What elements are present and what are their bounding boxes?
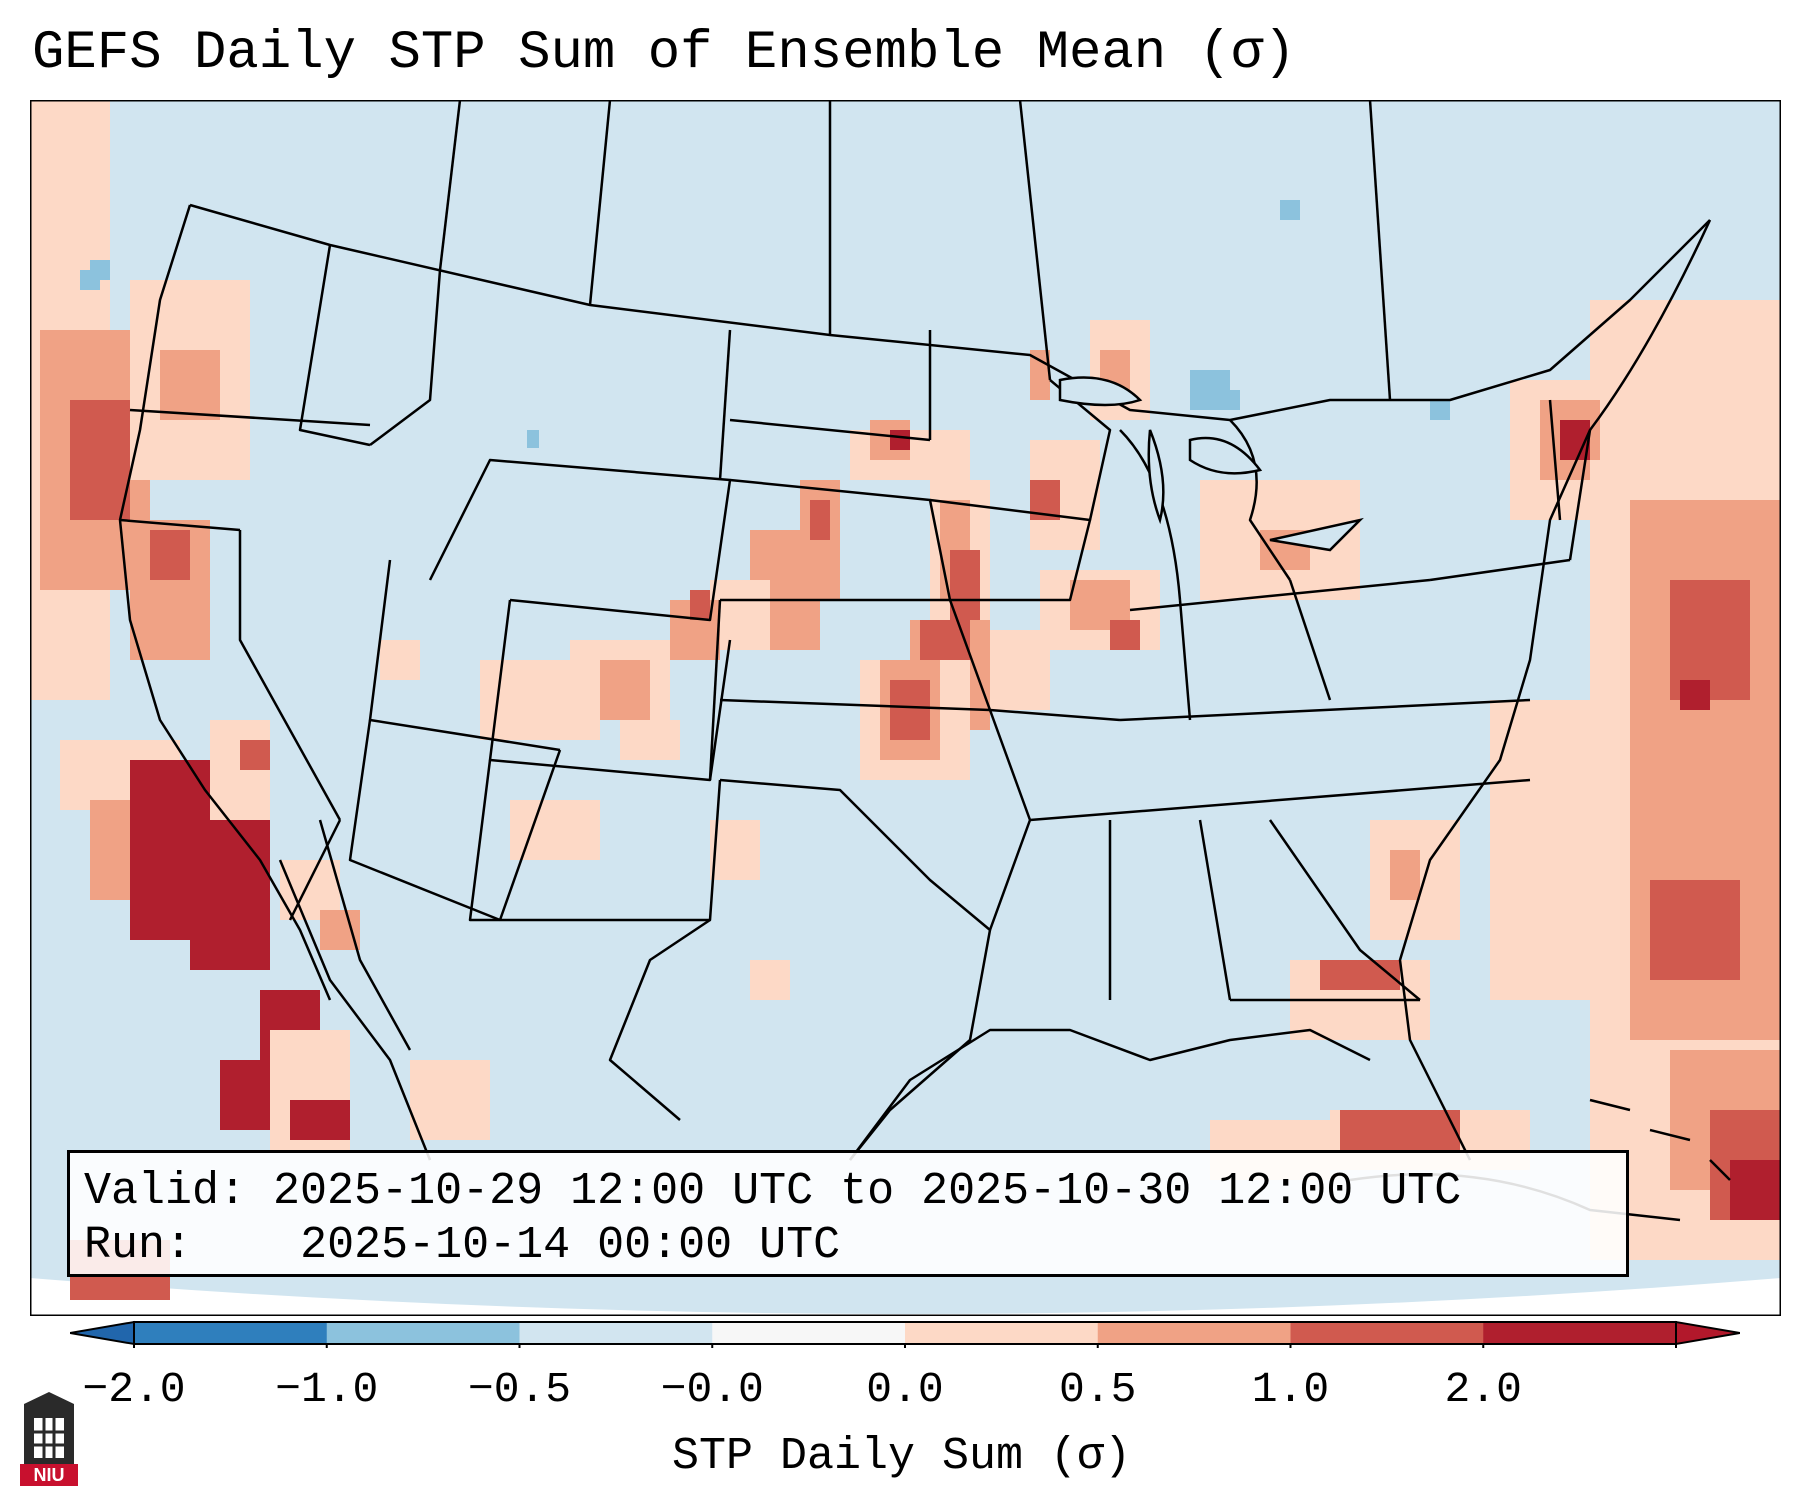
colorbar-tick-label: −1.0 (275, 1365, 379, 1414)
colorbar-segment (1290, 1322, 1484, 1344)
colorbar-tick-label: 0.5 (1059, 1365, 1137, 1414)
niu-logo: NIU (20, 1392, 78, 1491)
colorbar-segment (712, 1322, 906, 1344)
colorbar-tick-label: 1.0 (1251, 1365, 1330, 1414)
map-title: GEFS Daily STP Sum of Ensemble Mean (σ) (32, 23, 1296, 84)
colorbar-label: STP Daily Sum (σ) (671, 1431, 1132, 1482)
colorbar-extend-high (1675, 1320, 1740, 1346)
conus-map[interactable] (30, 100, 1781, 1316)
political-boundaries (118, 100, 1731, 1222)
colorbar-segment (134, 1322, 328, 1344)
colorbar-tick-label: −0.5 (467, 1365, 572, 1414)
colorbar-segment (1097, 1322, 1291, 1344)
validity-info-box: Valid: 2025-10-29 12:00 UTC to 2025-10-3… (67, 1150, 1629, 1277)
colorbar-tick-label: −0.0 (660, 1365, 764, 1414)
colorbar-segment (326, 1322, 520, 1344)
map-panel[interactable] (30, 100, 1781, 1316)
run-value: 2025-10-14 00:00 UTC (300, 1220, 841, 1271)
colorbar-extend-low (70, 1320, 135, 1346)
colorbar-segment (1483, 1322, 1677, 1344)
colorbar-tick-label: 0.0 (866, 1365, 944, 1414)
valid-label: Valid: (84, 1166, 247, 1217)
colorbar-segment (905, 1322, 1099, 1344)
colorbar-segment (519, 1322, 713, 1344)
projection-edge (30, 1278, 1781, 1316)
colorbar-tick-label: 2.0 (1444, 1365, 1522, 1414)
run-label: Run: (84, 1220, 193, 1271)
colorbar-tick-label: −2.0 (82, 1365, 186, 1414)
great-lakes (1058, 376, 1364, 552)
valid-value: 2025-10-29 12:00 UTC to 2025-10-30 12:00… (273, 1166, 1462, 1217)
colorbar (70, 1320, 1740, 1348)
logo-text: NIU (34, 1465, 65, 1485)
